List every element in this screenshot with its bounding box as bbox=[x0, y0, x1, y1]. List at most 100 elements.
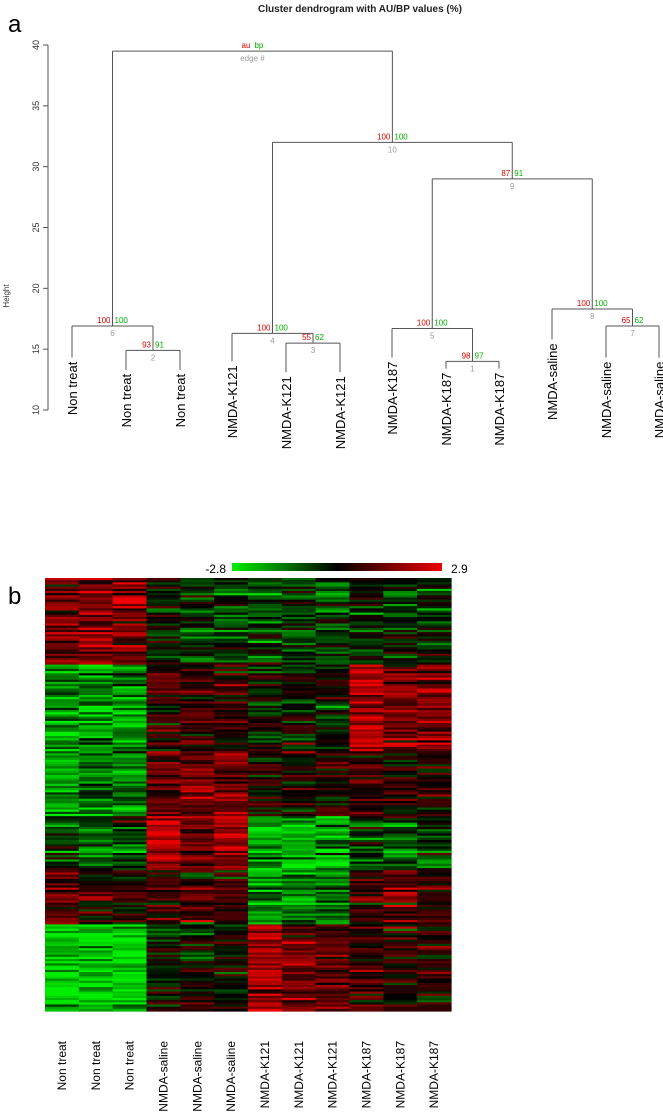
heatmap-cell bbox=[248, 710, 283, 713]
heatmap-cell bbox=[180, 842, 215, 845]
heatmap-cell bbox=[383, 599, 418, 603]
heatmap-cell bbox=[281, 796, 317, 800]
heatmap-cell bbox=[45, 844, 80, 848]
heatmap-cell bbox=[146, 833, 181, 837]
heatmap-cell bbox=[112, 584, 148, 588]
heatmap-cell bbox=[349, 883, 384, 887]
heatmap-cell bbox=[383, 621, 418, 625]
heatmap-cell bbox=[248, 995, 283, 999]
heatmap-cell bbox=[417, 855, 452, 858]
heatmap-cell bbox=[349, 627, 384, 631]
heatmap-cell bbox=[146, 597, 181, 601]
heatmap-cell bbox=[417, 785, 452, 789]
heatmap-cell bbox=[214, 736, 249, 739]
leaf-label: NMDA-K187 bbox=[492, 373, 507, 446]
heatmap-cell bbox=[349, 909, 384, 913]
heatmap-cell bbox=[214, 792, 249, 796]
heatmap-cell bbox=[281, 831, 317, 835]
heatmap-cell bbox=[281, 911, 317, 915]
heatmap-cell bbox=[383, 978, 418, 982]
heatmap-cell bbox=[45, 610, 80, 614]
heatmap-cell bbox=[349, 781, 384, 785]
heatmap-cell bbox=[248, 805, 283, 809]
heatmap-cell bbox=[214, 915, 249, 919]
heatmap-cell bbox=[281, 961, 317, 964]
heatmap-cell bbox=[417, 649, 452, 653]
heatmap-cell bbox=[417, 753, 452, 757]
heatmap-cell bbox=[112, 980, 148, 984]
heatmap-cell bbox=[315, 850, 351, 854]
heatmap-cell bbox=[146, 733, 181, 737]
heatmap-cell bbox=[45, 820, 80, 824]
heatmap-cell bbox=[146, 664, 181, 668]
heatmap-cell bbox=[281, 972, 317, 975]
heatmap-cell bbox=[349, 989, 384, 993]
heatmap-cell bbox=[180, 930, 215, 934]
heatmap-cell bbox=[383, 640, 418, 644]
heatmap-cell bbox=[112, 855, 148, 858]
heatmap-cell bbox=[78, 846, 114, 850]
heatmap-cell bbox=[146, 835, 181, 839]
heatmap-cell bbox=[349, 582, 384, 586]
heatmap-cell bbox=[417, 584, 452, 588]
heatmap-cell bbox=[383, 878, 418, 882]
heatmap-cell bbox=[78, 933, 114, 936]
heatmap-cell bbox=[349, 753, 384, 757]
heatmap-cell bbox=[78, 985, 114, 988]
heatmap-cell bbox=[78, 928, 114, 932]
heatmap-cell bbox=[214, 590, 249, 594]
heatmap-cell bbox=[315, 610, 351, 614]
heatmap-cell bbox=[146, 772, 181, 776]
heatmap-cell bbox=[349, 976, 384, 980]
heatmap-cell bbox=[146, 993, 181, 997]
heatmap-cell bbox=[383, 642, 418, 646]
heatmap-cell bbox=[180, 824, 215, 828]
heatmap-cell bbox=[315, 796, 351, 800]
bp-value: 62 bbox=[635, 316, 644, 325]
heatmap-cell bbox=[214, 928, 249, 932]
heatmap-cell bbox=[281, 788, 317, 791]
edge-number: 6 bbox=[110, 329, 115, 338]
heatmap-cell bbox=[112, 943, 148, 947]
heatmap-cell bbox=[315, 824, 351, 828]
heatmap-cell bbox=[112, 798, 148, 802]
heatmap-cell bbox=[315, 614, 351, 618]
heatmap-cell bbox=[180, 980, 215, 984]
heatmap-cell bbox=[248, 675, 283, 679]
heatmap-cell bbox=[112, 668, 148, 672]
bp-value: 100 bbox=[594, 299, 608, 308]
heatmap-cell bbox=[281, 640, 317, 644]
heatmap-cell bbox=[281, 881, 317, 884]
heatmap-cell bbox=[349, 720, 384, 724]
heatmap-cell bbox=[281, 694, 317, 698]
bp-value: 91 bbox=[514, 169, 523, 178]
heatmap-cell bbox=[248, 766, 283, 770]
heatmap-cell bbox=[248, 928, 283, 932]
heatmap-cell bbox=[112, 844, 148, 848]
heatmap-cell bbox=[214, 941, 249, 945]
heatmap-cell bbox=[180, 712, 215, 715]
heatmap-cell bbox=[146, 824, 181, 828]
heatmap-cell bbox=[383, 991, 418, 995]
heatmap-cell bbox=[214, 1006, 249, 1010]
heatmap-cell bbox=[78, 578, 114, 581]
leaf-label: Non treat bbox=[65, 361, 80, 415]
heatmap-cell bbox=[383, 792, 418, 796]
heatmap-cell bbox=[349, 943, 384, 947]
heatmap-cell bbox=[214, 658, 249, 661]
heatmap-cell bbox=[146, 917, 181, 921]
heatmap-cell bbox=[180, 969, 215, 973]
heatmap-cell bbox=[248, 887, 283, 891]
heatmap-cell bbox=[349, 1008, 384, 1012]
edge-number: 1 bbox=[470, 364, 475, 373]
heatmap-cell bbox=[417, 963, 452, 967]
heatmap-cell bbox=[112, 632, 148, 635]
heatmap-cell bbox=[214, 707, 249, 711]
heatmap-cell bbox=[45, 839, 80, 843]
heatmap-cell bbox=[248, 729, 283, 733]
heatmap-cell bbox=[315, 744, 351, 748]
heatmap-cell bbox=[281, 930, 317, 934]
heatmap-cell bbox=[383, 939, 418, 943]
heatmap-cell bbox=[349, 684, 384, 687]
heatmap-cell bbox=[78, 954, 114, 958]
